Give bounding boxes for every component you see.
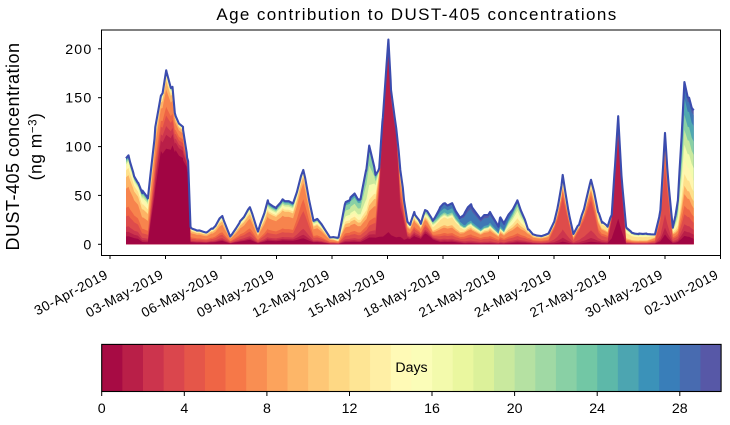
svg-text:8: 8 xyxy=(263,401,271,417)
svg-text:28: 28 xyxy=(672,401,688,417)
svg-text:12: 12 xyxy=(342,401,358,417)
svg-text:24: 24 xyxy=(589,401,605,417)
svg-text:50: 50 xyxy=(74,188,92,204)
svg-text:4: 4 xyxy=(180,401,188,417)
svg-text:0: 0 xyxy=(98,401,106,417)
svg-text:DUST-405 concentration: DUST-405 concentration xyxy=(3,42,23,250)
svg-text:150: 150 xyxy=(65,91,92,107)
svg-text:16: 16 xyxy=(424,401,440,417)
svg-text:20: 20 xyxy=(507,401,523,417)
svg-text:Days: Days xyxy=(395,360,427,376)
svg-text:Age contribution to DUST-405 c: Age contribution to DUST-405 concentrati… xyxy=(216,5,617,24)
svg-text:0: 0 xyxy=(83,237,92,253)
svg-text:200: 200 xyxy=(65,42,92,58)
svg-text:100: 100 xyxy=(65,140,92,156)
